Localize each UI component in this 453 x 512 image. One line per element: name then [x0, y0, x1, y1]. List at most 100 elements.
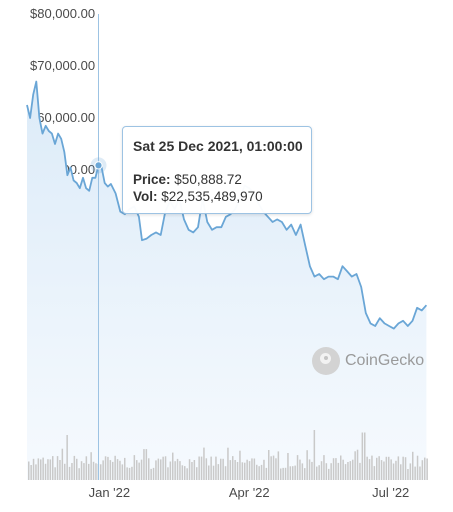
volume-bar: [88, 463, 90, 480]
volume-bar: [268, 450, 270, 480]
volume-bar: [392, 463, 395, 480]
volume-bar: [143, 449, 145, 480]
volume-bar: [181, 465, 184, 480]
volume-bar: [265, 467, 268, 480]
volume-bar: [323, 455, 325, 480]
tooltip-price-row: Price: $50,888.72: [133, 172, 301, 187]
volume-bar: [200, 456, 203, 480]
volume-bar: [371, 455, 373, 480]
hover-point: [94, 161, 103, 170]
volume-bar: [66, 435, 68, 480]
volume-bar: [397, 456, 400, 480]
volume-bar: [239, 450, 241, 480]
volume-bar: [90, 452, 92, 480]
volume-bar: [409, 463, 412, 480]
volume-bar: [47, 459, 49, 480]
volume-bar: [376, 457, 378, 480]
volume-bar: [186, 468, 188, 480]
volume-bar: [157, 458, 160, 480]
volume-bar: [361, 432, 364, 480]
volume-bar: [162, 456, 164, 480]
volume-bar: [71, 463, 73, 480]
volume-bar: [378, 456, 380, 480]
volume-bar: [385, 456, 388, 480]
y-tick-label: $60,000.00: [30, 110, 95, 125]
volume-bar: [49, 459, 52, 480]
volume-bar: [289, 466, 292, 480]
volume-bar: [172, 452, 174, 480]
volume-bar: [64, 463, 66, 480]
volume-bar: [85, 456, 88, 480]
volume-bar: [368, 459, 371, 480]
volume-bar: [104, 456, 107, 480]
volume-bar: [131, 466, 133, 480]
volume-bar: [316, 466, 318, 480]
volume-bar: [193, 460, 196, 480]
volume-bar: [404, 457, 407, 480]
volume-bar: [364, 432, 366, 480]
volume-bar: [148, 458, 150, 480]
volume-bar: [54, 467, 56, 480]
volume-bar: [188, 459, 191, 480]
volume-bar: [424, 457, 426, 480]
volume-bar: [426, 458, 428, 480]
volume-bar: [328, 468, 330, 480]
volume-bar: [92, 461, 95, 480]
volume-bar: [80, 461, 83, 480]
volume-bar: [421, 460, 424, 480]
volume-bar: [292, 466, 294, 480]
volume-bar: [140, 459, 143, 480]
coingecko-logo-icon: [312, 347, 340, 375]
volume-bar: [294, 465, 296, 480]
volume-bar: [340, 455, 342, 480]
volume-bar: [212, 465, 215, 480]
volume-bar: [344, 464, 347, 480]
volume-bar: [275, 458, 277, 480]
tooltip-price-value: $50,888.72: [174, 172, 242, 187]
coingecko-watermark: CoinGecko: [312, 346, 432, 376]
volume-bar: [416, 455, 419, 480]
volume-bar: [124, 457, 126, 480]
volume-bar: [133, 455, 136, 480]
volume-bar: [318, 465, 320, 480]
volume-bar: [44, 463, 47, 480]
volume-bar: [347, 462, 349, 480]
volume-bar: [260, 464, 263, 480]
volume-bar: [210, 456, 212, 480]
volume-bar: [366, 456, 368, 480]
volume-bar: [198, 456, 200, 480]
volume-bar: [114, 455, 116, 480]
volume-bar: [160, 459, 162, 480]
volume-bar: [354, 451, 356, 480]
volume-bar: [176, 458, 179, 480]
volume-bar: [359, 462, 361, 480]
volume-bar: [164, 456, 167, 480]
volume-bar: [112, 461, 114, 480]
volume-bar: [277, 451, 280, 480]
volume-bar: [337, 462, 340, 480]
volume-bars: [28, 430, 428, 480]
volume-bar: [215, 456, 217, 480]
volume-bar: [253, 458, 256, 480]
volume-bar: [76, 458, 78, 480]
x-axis: Jan '22 Apr '22 Jul '22: [89, 485, 410, 500]
volume-bar: [59, 460, 61, 480]
volume-bar: [263, 459, 265, 480]
volume-bar: [109, 460, 112, 480]
volume-bar: [272, 455, 275, 480]
volume-bar: [227, 447, 229, 480]
volume-bar: [169, 461, 172, 480]
volume-bar: [68, 466, 71, 480]
watermark-text: CoinGecko: [345, 352, 425, 369]
volume-bar: [184, 466, 186, 480]
volume-bar: [121, 464, 124, 480]
price-area-fill: [27, 81, 427, 480]
volume-bar: [373, 466, 376, 480]
volume-bar: [332, 458, 335, 480]
x-tick-label: Jan '22: [89, 485, 131, 500]
volume-bar: [73, 455, 76, 480]
volume-bar: [222, 458, 224, 480]
volume-bar: [380, 460, 383, 480]
volume-bar: [126, 467, 128, 480]
